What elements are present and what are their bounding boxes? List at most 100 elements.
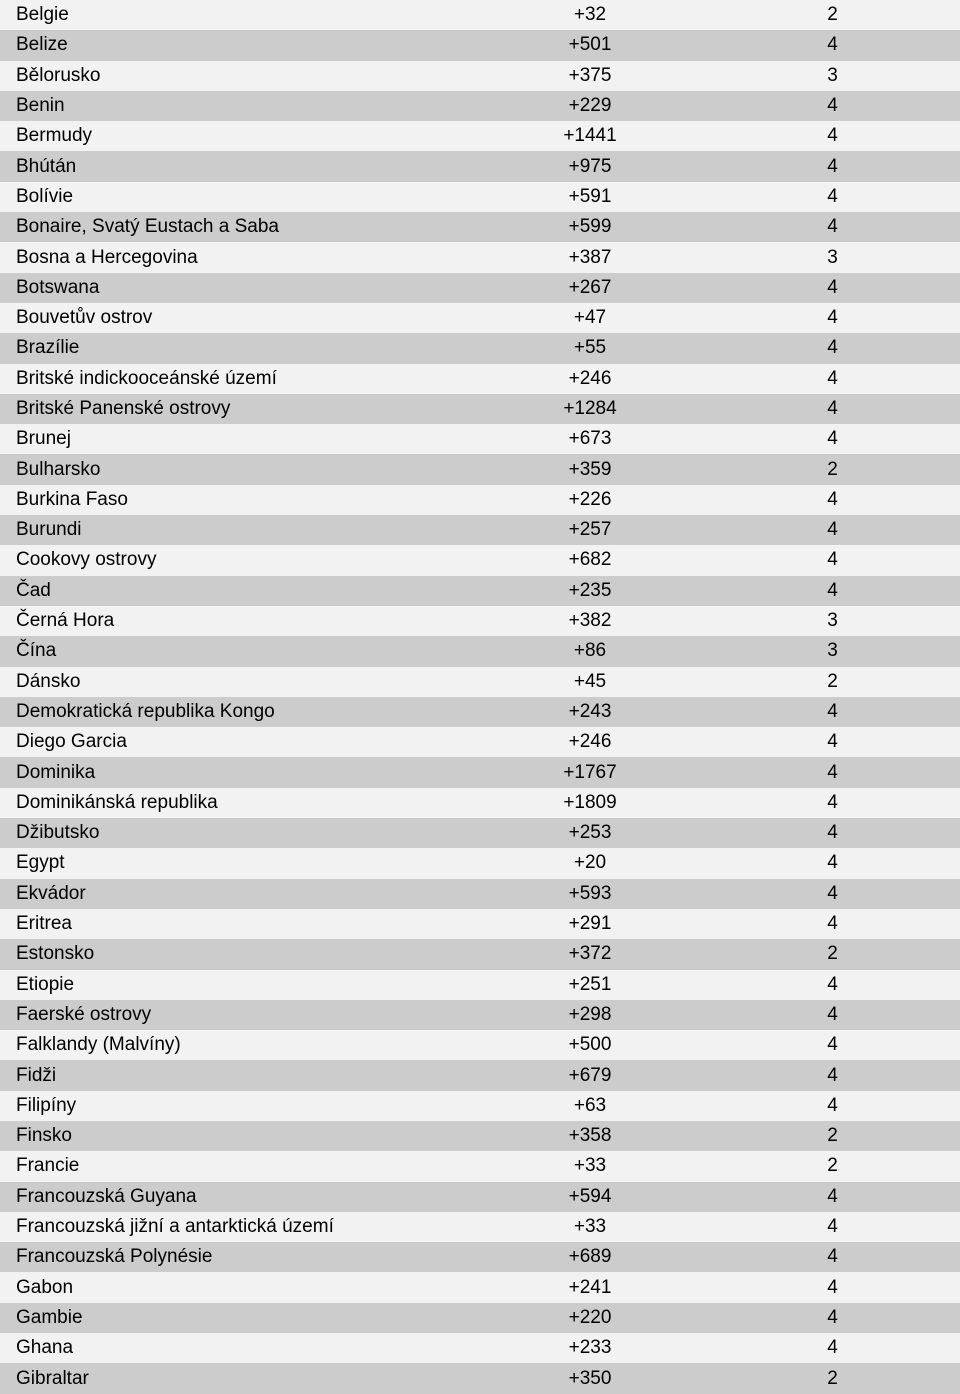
dialcode-cell: +63 — [475, 1095, 705, 1117]
country-cell: Benin — [0, 95, 475, 117]
dialcode-cell: +33 — [475, 1216, 705, 1238]
dialcode-cell: +1767 — [475, 762, 705, 784]
dialcode-cell: +291 — [475, 913, 705, 935]
dialcode-cell: +246 — [475, 368, 705, 390]
country-cell: Dánsko — [0, 671, 475, 693]
country-cell: Gibraltar — [0, 1368, 475, 1390]
table-row: Džibutsko+2534 — [0, 818, 960, 848]
dialcode-cell: +32 — [475, 4, 705, 26]
country-cell: Francouzská Guyana — [0, 1186, 475, 1208]
zone-cell: 2 — [705, 943, 960, 965]
country-cell: Burkina Faso — [0, 489, 475, 511]
zone-cell: 4 — [705, 1216, 960, 1238]
country-cell: Ghana — [0, 1337, 475, 1359]
country-cell: Egypt — [0, 852, 475, 874]
country-cell: Džibutsko — [0, 822, 475, 844]
table-row: Brunej+6734 — [0, 424, 960, 454]
country-cell: Falklandy (Malvíny) — [0, 1034, 475, 1056]
dialcode-cell: +253 — [475, 822, 705, 844]
dialcode-cell: +382 — [475, 610, 705, 632]
table-row: Gabon+2414 — [0, 1272, 960, 1302]
table-row: Egypt+204 — [0, 848, 960, 878]
country-cell: Brunej — [0, 428, 475, 450]
table-row: Falklandy (Malvíny)+5004 — [0, 1030, 960, 1060]
dialcode-cell: +673 — [475, 428, 705, 450]
zone-cell: 4 — [705, 1095, 960, 1117]
table-row: Čína+863 — [0, 636, 960, 666]
table-row: Burundi+2574 — [0, 515, 960, 545]
table-row: Cookovy ostrovy+6824 — [0, 545, 960, 575]
country-cell: Britské indickooceánské území — [0, 368, 475, 390]
table-row: Ekvádor+5934 — [0, 879, 960, 909]
zone-cell: 4 — [705, 186, 960, 208]
dialcode-cell: +1284 — [475, 398, 705, 420]
zone-cell: 2 — [705, 671, 960, 693]
zone-cell: 4 — [705, 398, 960, 420]
zone-cell: 4 — [705, 34, 960, 56]
dialcode-cell: +246 — [475, 731, 705, 753]
dialcode-cell: +599 — [475, 216, 705, 238]
table-row: Etiopie+2514 — [0, 970, 960, 1000]
zone-cell: 4 — [705, 95, 960, 117]
dialcode-cell: +220 — [475, 1307, 705, 1329]
table-row: Francouzská Polynésie+6894 — [0, 1242, 960, 1272]
dialcode-cell: +243 — [475, 701, 705, 723]
dialcode-cell: +1441 — [475, 125, 705, 147]
dialcode-cell: +33 — [475, 1155, 705, 1177]
table-row: Brazílie+554 — [0, 333, 960, 363]
table-row: Burkina Faso+2264 — [0, 485, 960, 515]
dialcode-cell: +594 — [475, 1186, 705, 1208]
table-row: Botswana+2674 — [0, 273, 960, 303]
country-code-table: Belgie+32 2 Belize+5014Bělorusko+3753 Benin… — [0, 0, 960, 1394]
dialcode-cell: +679 — [475, 1065, 705, 1087]
country-cell: Gabon — [0, 1277, 475, 1299]
zone-cell: 4 — [705, 549, 960, 571]
zone-cell: 4 — [705, 792, 960, 814]
country-cell: Eritrea — [0, 913, 475, 935]
zone-cell: 2 — [705, 1125, 960, 1147]
country-cell: Britské Panenské ostrovy — [0, 398, 475, 420]
dialcode-cell: +593 — [475, 883, 705, 905]
table-row: Faerské ostrovy+2984 — [0, 1000, 960, 1030]
dialcode-cell: +47 — [475, 307, 705, 329]
country-cell: Belgie — [0, 4, 475, 26]
zone-cell: 4 — [705, 883, 960, 905]
country-cell: Fidži — [0, 1065, 475, 1087]
table-row: Belize+5014 — [0, 30, 960, 60]
country-cell: Demokratická republika Kongo — [0, 701, 475, 723]
country-cell: Bulharsko — [0, 459, 475, 481]
dialcode-cell: +358 — [475, 1125, 705, 1147]
dialcode-cell: +682 — [475, 549, 705, 571]
table-row: Dánsko+452 — [0, 667, 960, 697]
zone-cell: 4 — [705, 277, 960, 299]
country-cell: Bermudy — [0, 125, 475, 147]
zone-cell: 4 — [705, 428, 960, 450]
dialcode-cell: +387 — [475, 247, 705, 269]
country-cell: Bhútán — [0, 156, 475, 178]
country-cell: Francie — [0, 1155, 475, 1177]
dialcode-cell: +375 — [475, 65, 705, 87]
country-cell: Bonaire, Svatý Eustach a Saba — [0, 216, 475, 238]
zone-cell: 4 — [705, 368, 960, 390]
table-row: Dominika+17674 — [0, 757, 960, 787]
zone-cell: 3 — [705, 247, 960, 269]
country-cell: Gambie — [0, 1307, 475, 1329]
dialcode-cell: +251 — [475, 974, 705, 996]
country-cell: Francouzská Polynésie — [0, 1246, 475, 1268]
dialcode-cell: +501 — [475, 34, 705, 56]
zone-cell: 2 — [705, 459, 960, 481]
zone-cell: 4 — [705, 1246, 960, 1268]
table-row: Filipíny+634 — [0, 1091, 960, 1121]
zone-cell: 4 — [705, 852, 960, 874]
zone-cell: 2 — [705, 1155, 960, 1177]
table-row: Francouzská jižní a antarktická území+33… — [0, 1212, 960, 1242]
country-cell: Bosna a Hercegovina — [0, 247, 475, 269]
table-row: Fidži+6794 — [0, 1060, 960, 1090]
country-cell: Brazílie — [0, 337, 475, 359]
dialcode-cell: +20 — [475, 852, 705, 874]
table-row: Bouvetův ostrov+474 — [0, 303, 960, 333]
table-row: Bělorusko+3753 — [0, 61, 960, 91]
zone-cell: 4 — [705, 1065, 960, 1087]
dialcode-cell: +226 — [475, 489, 705, 511]
country-cell: Botswana — [0, 277, 475, 299]
